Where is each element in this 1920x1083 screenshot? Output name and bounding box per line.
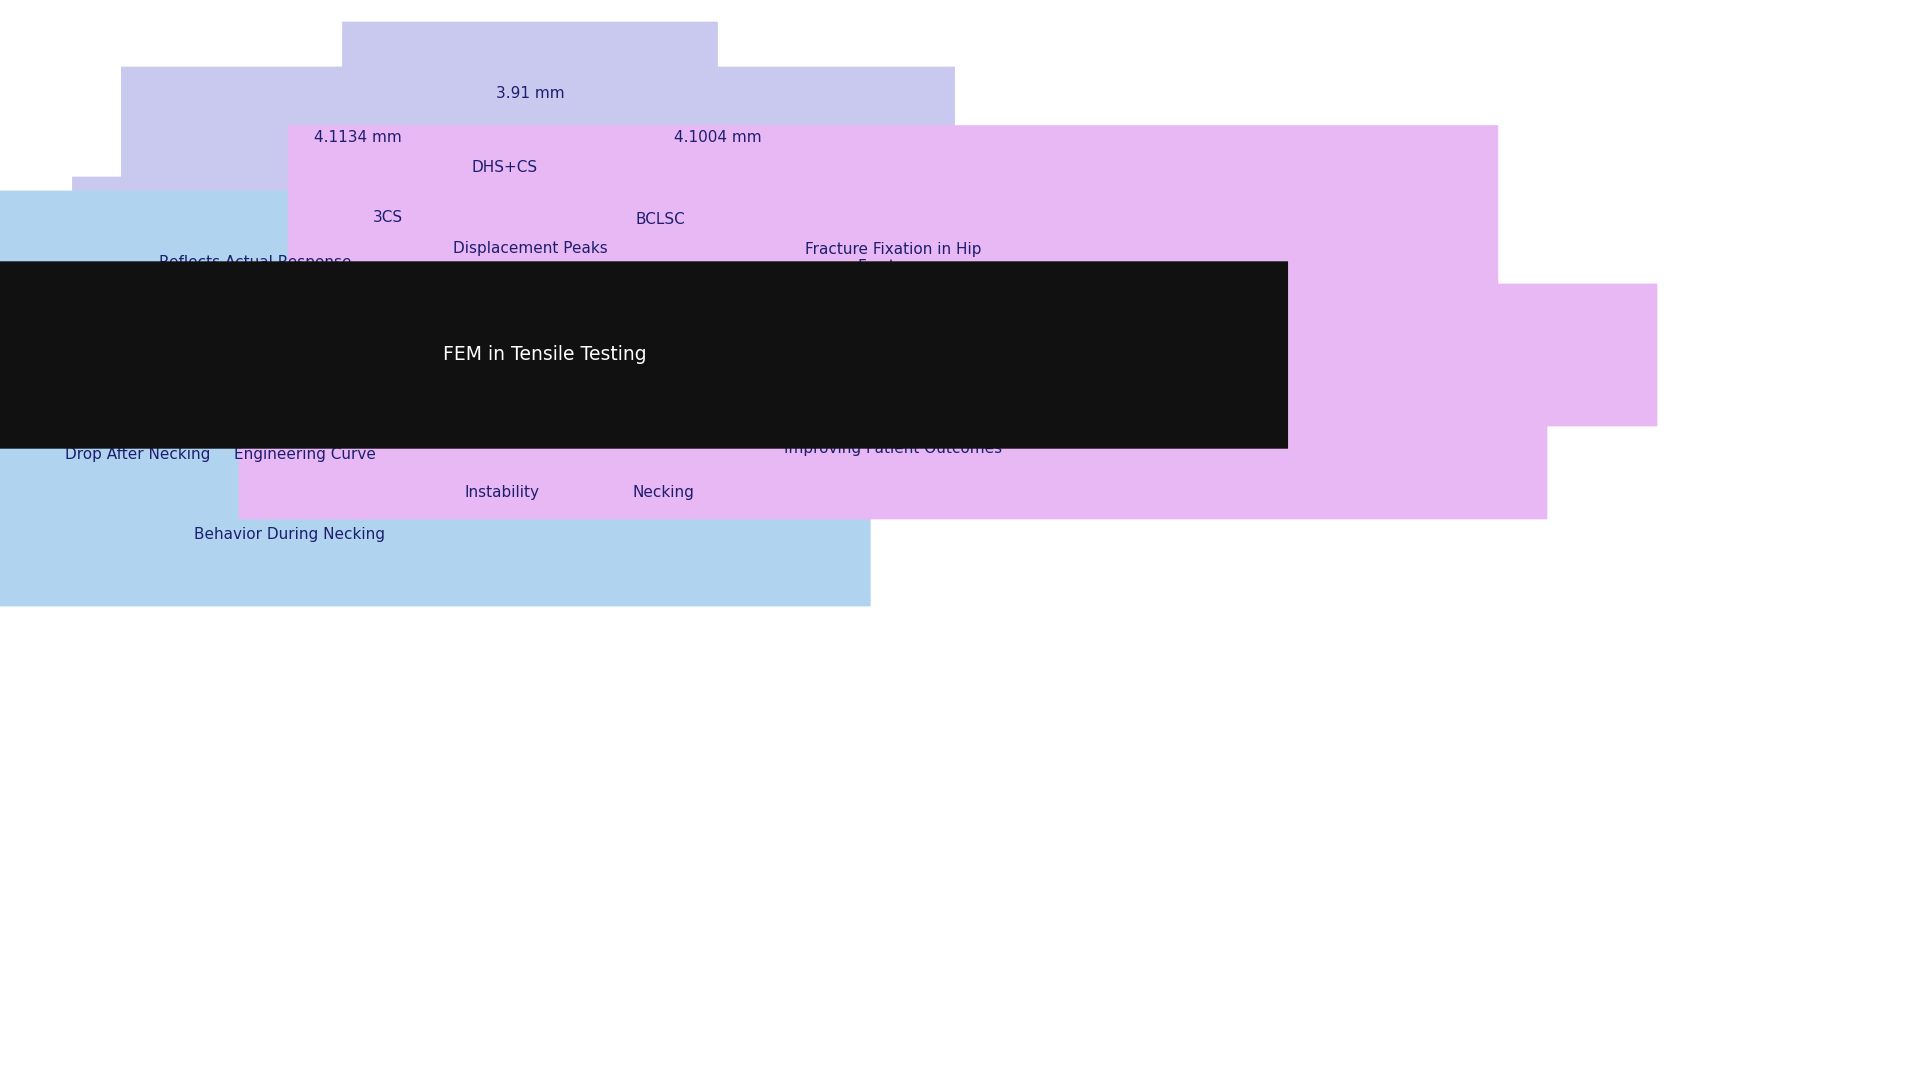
Text: Displacement Peaks: Displacement Peaks — [453, 240, 607, 256]
FancyBboxPatch shape — [0, 383, 739, 526]
FancyBboxPatch shape — [474, 420, 851, 563]
Text: Stress-Strain Curves: Stress-Strain Curves — [259, 375, 417, 390]
FancyBboxPatch shape — [482, 67, 954, 209]
Text: FEM in Tensile Testing: FEM in Tensile Testing — [444, 345, 647, 365]
FancyBboxPatch shape — [238, 377, 1548, 520]
Text: Instability: Instability — [465, 485, 540, 500]
Text: 4.1004 mm: 4.1004 mm — [674, 130, 762, 145]
Text: True Curve: True Curve — [196, 317, 278, 332]
Text: Assessing Fixation Methods: Assessing Fixation Methods — [899, 348, 1108, 363]
FancyBboxPatch shape — [0, 253, 499, 396]
FancyBboxPatch shape — [288, 126, 1498, 391]
Text: Deformation Phenomena: Deformation Phenomena — [480, 428, 672, 443]
Text: Fracture Fixation in Hip
Fractures: Fracture Fixation in Hip Fractures — [804, 242, 981, 274]
Text: 3CS: 3CS — [372, 209, 403, 224]
Text: BCLSC: BCLSC — [636, 212, 685, 227]
FancyBboxPatch shape — [417, 284, 1039, 427]
Text: Reflects Actual Response: Reflects Actual Response — [159, 255, 351, 270]
FancyBboxPatch shape — [0, 383, 595, 526]
FancyBboxPatch shape — [0, 261, 1288, 448]
FancyBboxPatch shape — [121, 67, 595, 209]
Text: 4.1134 mm: 4.1134 mm — [315, 130, 401, 145]
FancyBboxPatch shape — [342, 22, 718, 165]
FancyBboxPatch shape — [44, 364, 1108, 507]
Text: Applications: Applications — [682, 348, 776, 363]
FancyBboxPatch shape — [0, 311, 845, 454]
FancyBboxPatch shape — [563, 284, 1135, 427]
Text: Engineering Curve: Engineering Curve — [234, 447, 376, 462]
FancyBboxPatch shape — [215, 421, 787, 564]
FancyBboxPatch shape — [0, 256, 513, 399]
FancyBboxPatch shape — [342, 96, 668, 239]
FancyBboxPatch shape — [349, 284, 1657, 427]
Text: Necking: Necking — [632, 484, 693, 499]
Text: FAITH Trial: FAITH Trial — [808, 348, 887, 363]
Text: Improving Patient Outcomes: Improving Patient Outcomes — [783, 441, 1002, 456]
Text: Continues to Rise: Continues to Rise — [13, 319, 148, 335]
Text: DHS+CS: DHS+CS — [472, 160, 538, 175]
FancyBboxPatch shape — [73, 177, 989, 319]
FancyBboxPatch shape — [0, 191, 860, 334]
FancyBboxPatch shape — [298, 145, 478, 288]
FancyBboxPatch shape — [0, 464, 870, 606]
FancyBboxPatch shape — [520, 148, 799, 291]
Text: Behavior During Necking: Behavior During Necking — [194, 527, 386, 543]
Text: Drop After Necking: Drop After Necking — [65, 447, 211, 462]
Text: 3.91 mm: 3.91 mm — [495, 86, 564, 101]
